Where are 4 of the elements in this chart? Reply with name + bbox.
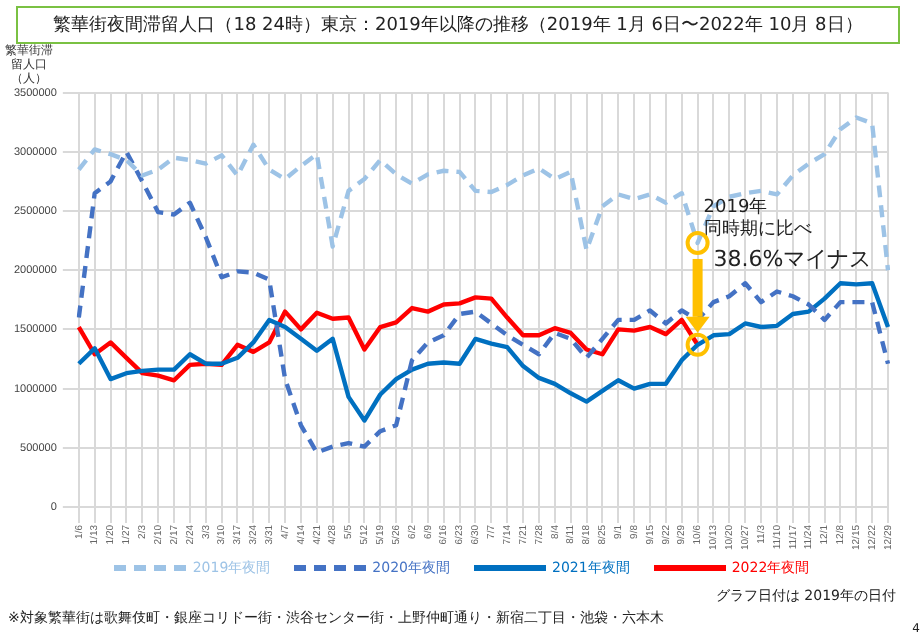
annotation: 38.6%マイナス [713, 244, 872, 275]
annotation: 2019年 [703, 195, 768, 219]
chart-title: 繁華街夜間滞留人口（18 24時）東京：2019年以降の推移（2019年 1月 6日〜2022年 10月 8日） [16, 6, 900, 44]
annotation: 同時期に比べ [703, 217, 812, 243]
